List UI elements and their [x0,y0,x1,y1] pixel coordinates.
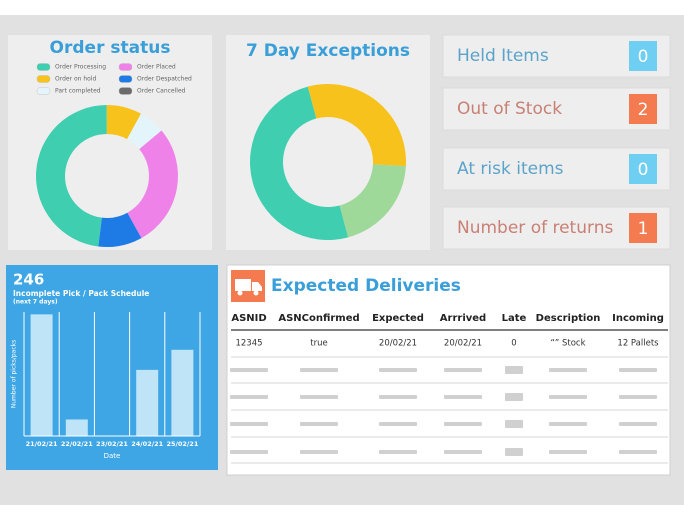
card-badge [629,41,657,71]
cell: “” Stock [550,339,585,349]
x-tick-label: 21/02/21 [26,440,58,448]
note: (next 7 days) [13,299,58,306]
x-axis-label: Date [104,452,121,460]
donut-segment [98,212,142,248]
placeholder [549,395,587,399]
bar [30,314,53,436]
wheel [237,290,243,296]
bar [171,349,194,436]
legend-swatch [36,63,51,71]
placeholder [379,395,417,399]
legend-label: Order Processing [55,64,106,71]
placeholder [300,395,338,399]
cell: 20/02/21 [444,339,482,349]
wheel [253,290,259,296]
cell: 12345 [235,339,262,349]
title: 7 Day Exceptions [246,41,410,61]
column-header: Description [536,313,601,324]
placeholder [549,368,587,372]
x-tick-label: 25/02/21 [166,440,198,448]
legend-swatch [118,63,133,71]
column-header: Expected [372,313,424,324]
legend-label: Part completed [55,88,101,95]
column-header: Late [502,313,527,324]
card-value: 2 [638,100,649,120]
donut-segment [307,84,406,167]
x-tick-label: 23/02/21 [96,440,128,448]
bar [136,369,159,436]
placeholder [379,422,417,426]
card-value: 1 [638,219,649,239]
truck-icon [235,279,262,296]
placeholder [300,368,338,372]
truck-body [235,279,251,291]
card-label: Out of Stock [457,99,562,119]
subtitle: Incomplete Pick / Pack Schedule [13,289,149,298]
legend-label: Order on hold [55,76,96,83]
legend-swatch [36,87,51,95]
y-axis-label: Number of picks/packs [11,340,18,408]
x-tick-label: 24/02/21 [131,440,163,448]
card-badge [629,94,657,124]
card-label: At risk items [457,159,564,179]
cell: 20/02/21 [379,339,417,349]
order-status-panel [8,35,212,250]
donut-segment [339,164,406,238]
placeholder [230,368,268,372]
table-title: Expected Deliveries [271,276,461,296]
placeholder [505,448,523,456]
placeholder [444,395,482,399]
legend-swatch [36,75,51,83]
placeholder [300,422,338,426]
card-badge [629,213,657,243]
card-label: Held Items [457,46,549,66]
placeholder [230,395,268,399]
placeholder [444,368,482,372]
placeholder [505,393,523,401]
donut-segment [249,86,349,241]
column-header: ASNID [231,313,266,324]
placeholder [300,450,338,454]
legend-label: Order Placed [137,64,176,71]
cell: 12 Pallets [617,339,659,349]
donut-segment [106,105,141,140]
card-value: 0 [638,47,649,67]
card-label: Number of returns [457,218,613,238]
legend-label: Order Cancelled [137,88,186,95]
placeholder [444,450,482,454]
x-tick-label: 22/02/21 [61,440,93,448]
bar [65,419,88,436]
placeholder [444,422,482,426]
cell: true [310,339,327,349]
placeholder [549,422,587,426]
donut-segment [127,130,178,239]
placeholder [230,422,268,426]
card-value: 0 [638,160,649,180]
cell: 0 [511,339,516,349]
total: 246 [13,271,44,289]
legend-swatch [118,87,133,95]
placeholder [619,368,657,372]
donut-segment [36,105,107,247]
donut-segment [127,113,162,150]
placeholder [619,395,657,399]
title: Order status [50,38,171,58]
placeholder [549,450,587,454]
placeholder [230,450,268,454]
placeholder [379,450,417,454]
column-header: Incoming [612,313,664,324]
placeholder [619,422,657,426]
placeholder [379,368,417,372]
legend-label: Order Despatched [137,76,192,83]
truck-cab [252,282,262,291]
card-badge [629,154,657,184]
column-header: ASNConfirmed [278,313,359,324]
column-header: Arrrived [440,313,486,324]
placeholder [505,420,523,428]
placeholder [619,450,657,454]
placeholder [505,366,523,374]
legend-swatch [118,75,133,83]
